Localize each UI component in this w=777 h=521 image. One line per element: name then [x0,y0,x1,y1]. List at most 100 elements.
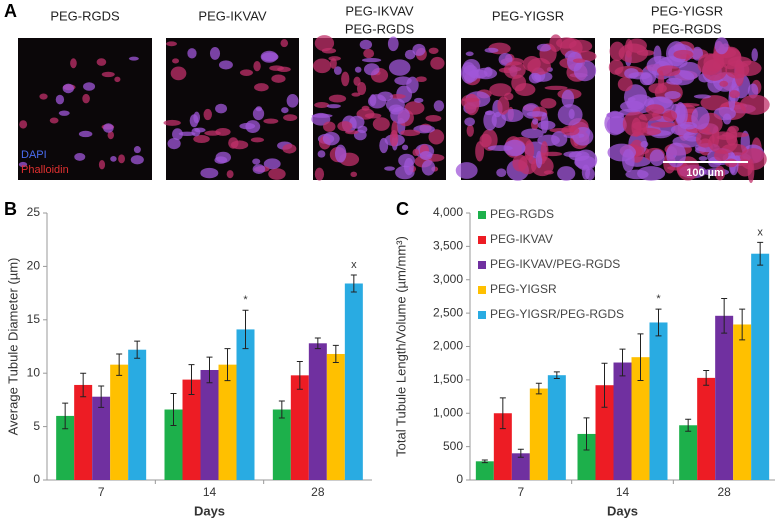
cell [283,114,298,121]
cell [464,93,480,116]
bar [649,322,668,480]
cell [98,160,106,170]
cell [252,107,265,121]
cell [391,120,398,139]
cell [551,131,568,147]
cell [465,51,474,57]
cell [716,134,735,141]
bar [493,413,512,480]
cell [178,131,196,136]
cell [263,158,281,170]
error-bar [481,459,488,464]
cell [714,165,726,181]
cell [167,137,181,150]
cell [203,108,212,121]
cell [103,123,114,133]
cell [624,38,633,58]
x-tick-label: 28 [717,485,731,499]
y-tick-label: 0 [456,472,463,486]
error-bar [242,309,249,350]
error-bar [224,348,231,382]
error-bar [601,362,608,408]
cell [401,144,409,151]
bar [326,353,345,480]
image-title: PEG-IKVAV [198,8,266,23]
cell [412,148,420,157]
cell [326,104,341,109]
stain-label: DAPI [21,149,47,161]
cell [163,119,181,126]
cell [364,113,382,119]
error-bar [517,448,524,458]
cell [700,95,729,111]
panel-label: B [4,199,17,219]
error-bar [655,308,662,337]
cell [719,80,729,87]
bar [56,415,75,480]
bar [200,369,219,480]
y-tick-label: 2,000 [433,339,463,353]
y-tick-label: 1,000 [433,405,463,419]
x-tick-label: 14 [203,485,217,499]
legend-swatch [478,261,486,269]
cell [281,107,289,114]
cell [608,59,624,75]
x-tick-label: 14 [616,485,630,499]
cell [645,104,665,115]
cell [666,77,683,85]
cell [351,92,361,97]
cell [673,49,694,60]
cell [430,56,445,70]
cell [368,94,387,109]
x-tick-label: 7 [517,485,524,499]
cell [428,47,439,54]
y-tick-label: 500 [443,439,463,453]
cell [536,43,552,52]
cell [532,118,539,125]
cell [228,137,239,149]
cell [561,125,580,136]
cell [250,137,264,143]
bar [92,396,111,480]
cell [62,83,74,94]
cell [193,135,210,144]
cell [263,118,279,124]
cell [239,122,256,130]
cell [384,166,395,171]
y-tick-label: 20 [27,259,41,273]
cell [540,141,549,162]
cell [353,76,361,86]
cell [345,130,359,135]
cell [428,129,445,145]
cell [330,58,337,69]
error-bar [134,340,141,359]
cell [573,60,597,82]
cell [503,139,526,157]
cell [252,164,266,175]
cell [691,106,710,130]
cell [540,112,549,134]
cell [695,130,715,148]
bar [715,315,734,480]
cell [483,66,493,78]
cell [557,104,583,126]
cell [729,90,741,99]
annotation: * [243,294,248,306]
error-bar [757,241,764,266]
cell [464,117,475,127]
cell [337,121,353,132]
error-bar [739,308,746,341]
image-title: PEG-IKVAV [345,3,413,18]
bar [577,433,596,480]
scale-bar-label: 100 µm [686,167,724,179]
legend-label: PEG-RGDS [490,207,554,221]
cell [728,56,752,68]
y-tick-label: 15 [27,312,41,326]
panel-label: A [4,1,17,21]
bar [751,253,770,480]
cell [321,47,337,54]
cell [518,155,537,175]
cell [714,149,729,162]
error-bar [296,360,303,390]
